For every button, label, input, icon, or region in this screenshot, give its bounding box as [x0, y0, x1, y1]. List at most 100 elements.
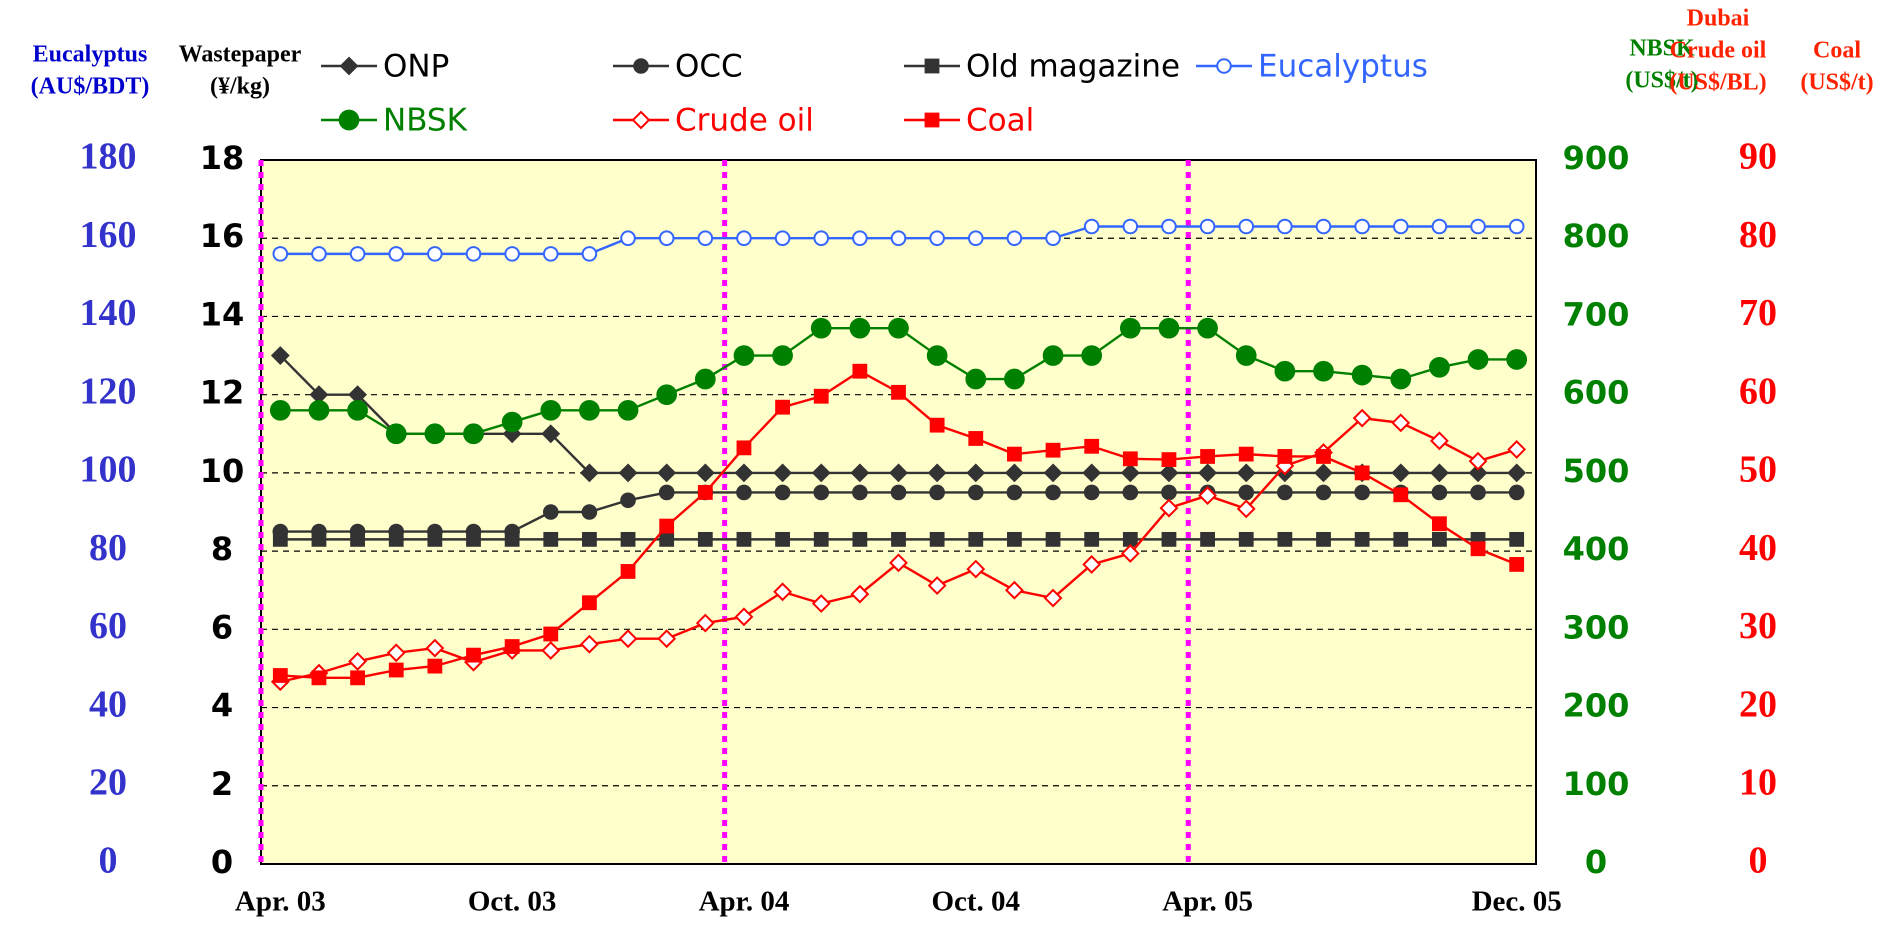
data-point	[1235, 345, 1257, 366]
data-point	[1161, 531, 1177, 547]
data-point	[1315, 218, 1332, 235]
axis-title: Crude oil	[1670, 38, 1767, 64]
data-point	[620, 230, 636, 247]
legend-marker	[1216, 58, 1232, 74]
data-point	[734, 607, 754, 627]
x-tick-label: Oct. 03	[468, 886, 557, 918]
data-point	[1238, 218, 1255, 235]
legend-label: Eucalyptus	[1258, 49, 1428, 85]
data-point	[772, 345, 793, 366]
data-point	[1354, 218, 1370, 235]
data-point	[272, 246, 289, 262]
data-point	[272, 668, 288, 683]
data-point	[349, 246, 366, 262]
data-point	[540, 399, 562, 421]
data-point	[1391, 463, 1411, 483]
data-point	[1508, 218, 1525, 235]
data-point	[1470, 541, 1486, 557]
data-point	[1467, 349, 1489, 370]
data-point	[348, 651, 368, 671]
data-point	[1007, 531, 1022, 547]
tick-label: 0	[1749, 840, 1768, 882]
data-point	[1083, 218, 1100, 235]
data-point	[774, 484, 791, 501]
data-point	[734, 463, 754, 483]
data-point	[927, 576, 947, 595]
data-point	[269, 399, 291, 421]
tick-label: 14	[200, 295, 245, 333]
tick-label: 16	[200, 217, 245, 255]
data-point	[620, 531, 636, 547]
tick-label: 30	[1739, 605, 1777, 647]
tick-label: 60	[1739, 370, 1777, 412]
data-point	[1084, 438, 1100, 454]
tick-label: 600	[1563, 374, 1630, 412]
data-point	[1122, 531, 1138, 547]
legend-label: Crude oil	[675, 103, 814, 139]
tick-label: 0	[99, 840, 118, 882]
data-point	[1238, 446, 1254, 462]
data-point	[1082, 554, 1102, 574]
data-point	[427, 658, 443, 674]
data-point	[1042, 345, 1064, 366]
tick-label: 50	[1739, 449, 1777, 491]
x-tick-label: Apr. 05	[1162, 886, 1253, 918]
data-point	[1354, 484, 1370, 501]
data-point	[1391, 413, 1411, 433]
legend-marker	[924, 112, 940, 128]
tick-label: 140	[80, 292, 137, 334]
data-point	[813, 230, 830, 247]
data-point	[350, 670, 365, 686]
data-point	[1431, 218, 1448, 235]
tick-label: 40	[1739, 527, 1777, 569]
legend-marker	[339, 56, 359, 76]
data-point	[1004, 580, 1024, 600]
data-point	[350, 531, 365, 547]
axis-title: Eucalyptus	[33, 42, 148, 68]
tick-label: 4	[211, 687, 233, 725]
data-point	[694, 368, 716, 390]
data-point	[810, 317, 832, 339]
data-point	[541, 424, 561, 444]
data-point	[311, 670, 327, 686]
tick-label: 80	[89, 527, 127, 569]
data-point	[1161, 484, 1177, 501]
data-point	[501, 411, 523, 433]
data-point	[890, 230, 907, 247]
data-point	[697, 485, 713, 500]
data-point	[813, 531, 829, 547]
data-point	[581, 504, 598, 520]
legend-label: Coal	[966, 103, 1034, 139]
data-point	[1352, 408, 1372, 428]
data-point	[811, 594, 831, 613]
data-point	[697, 531, 713, 547]
data-point	[581, 246, 598, 262]
tick-label: 180	[80, 136, 137, 178]
tick-label: 60	[89, 605, 127, 647]
data-point	[1315, 484, 1332, 501]
data-point	[1390, 368, 1412, 390]
data-point	[1316, 531, 1331, 547]
data-point	[1119, 317, 1141, 339]
data-point	[388, 531, 404, 547]
data-point	[311, 246, 327, 262]
data-point	[1274, 360, 1296, 382]
data-point	[658, 484, 675, 501]
axis-title: (US$/t)	[1800, 70, 1873, 96]
x-tick-label: Oct. 04	[931, 886, 1020, 918]
data-point	[890, 484, 907, 501]
legend-marker	[338, 109, 360, 131]
tick-label: 900	[1563, 139, 1630, 177]
data-point	[888, 317, 909, 339]
data-point	[466, 647, 481, 663]
tick-label: 100	[1563, 765, 1630, 803]
data-point	[385, 423, 407, 445]
data-point	[1470, 218, 1486, 235]
data-point	[541, 641, 561, 660]
data-point	[1158, 317, 1180, 339]
tick-label: 500	[1563, 452, 1630, 490]
data-point	[1277, 531, 1293, 547]
data-point	[852, 484, 868, 501]
data-point	[658, 230, 675, 247]
data-point	[1507, 440, 1527, 459]
